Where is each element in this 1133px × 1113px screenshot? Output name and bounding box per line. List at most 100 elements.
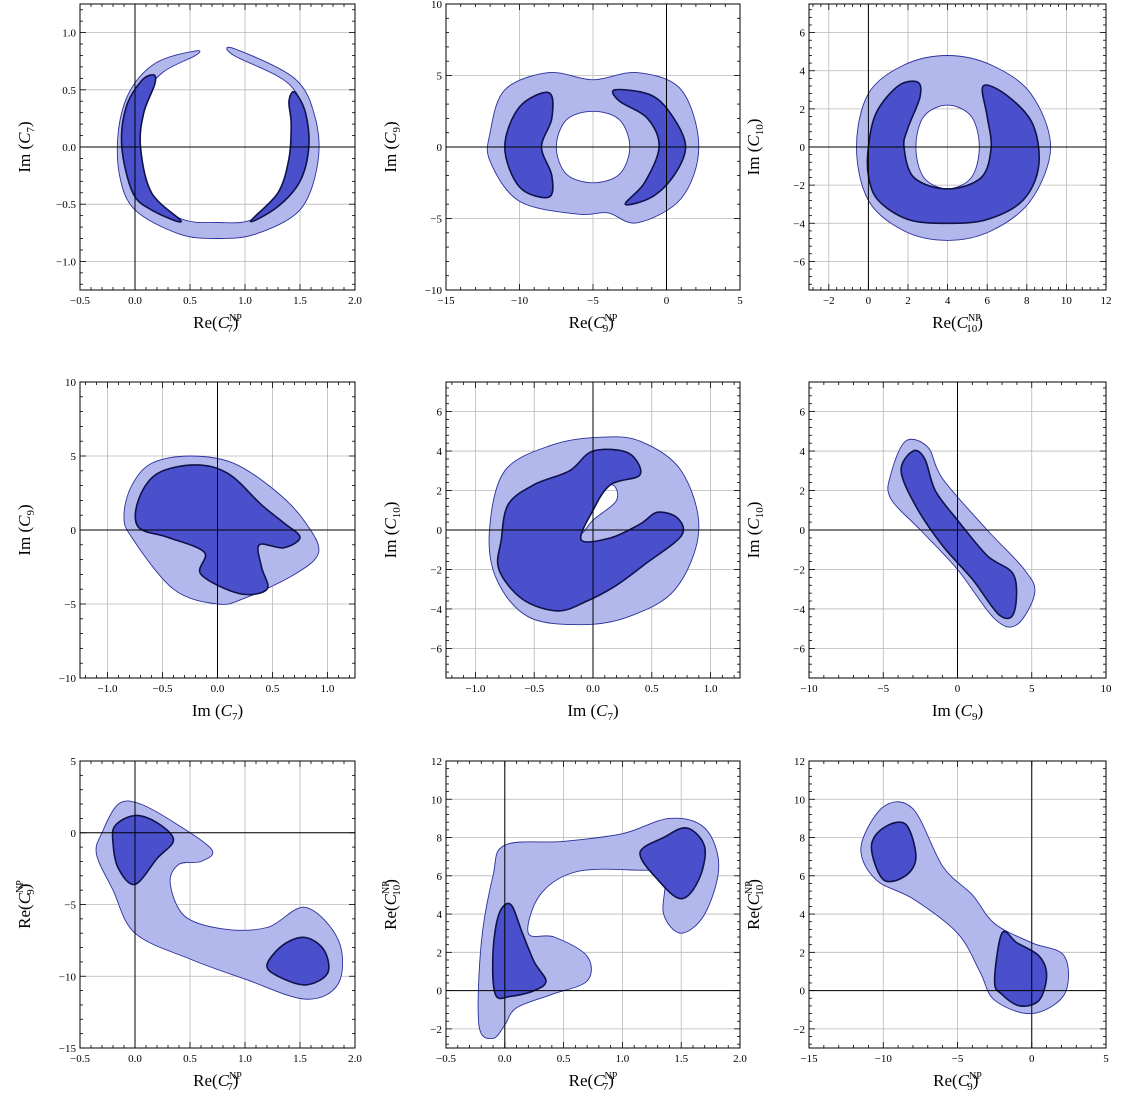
y-tick-label: −15	[59, 1043, 77, 1055]
x-tick-label: 0.0	[498, 1053, 512, 1065]
x-tick-label: −0.5	[70, 1053, 90, 1065]
tick-marks	[808, 382, 1107, 678]
y-tick-label: −2	[793, 564, 805, 576]
y-axis-title-sub: 9	[25, 889, 37, 895]
y-tick-label: 10	[431, 794, 443, 806]
y-tick-label: 2	[800, 104, 806, 116]
y-tick-label: −10	[59, 673, 77, 685]
x-tick-label: 0	[664, 295, 670, 307]
x-tick-label: 2	[905, 295, 911, 307]
x-axis-title-close: )	[237, 701, 243, 720]
x-tick-label: 1.0	[321, 683, 335, 695]
y-tick-label: −6	[793, 256, 805, 268]
x-axis-title: Re(CNP 7)	[193, 313, 242, 335]
y-axis-title-sup: NP	[15, 880, 26, 893]
regions	[116, 46, 320, 239]
x-tick-label: −0.5	[436, 1053, 456, 1065]
plot-frame	[445, 760, 741, 1049]
y-tick-label: 8	[800, 833, 806, 845]
y-axis-title-sub: 10	[391, 884, 403, 896]
tick-marks	[808, 760, 1107, 1048]
tick-marks	[79, 760, 356, 1049]
y-axis-title-close: )	[381, 502, 400, 508]
y-tick-label: −6	[793, 643, 805, 655]
y-tick-label: −2	[793, 180, 805, 192]
regions	[486, 72, 700, 224]
x-axis-title: Im (C9)	[932, 701, 983, 723]
inner-region-1	[491, 902, 547, 1000]
zero-axes	[446, 382, 740, 678]
x-axis-title-sub: 7	[603, 1081, 609, 1093]
y-tick-label: −2	[430, 564, 442, 576]
y-tick-label: −0.5	[56, 199, 76, 211]
y-axis-title-sub: 10	[754, 884, 766, 896]
x-axis-title-sub: 7	[227, 323, 233, 335]
y-tick-label: 4	[800, 66, 806, 78]
y-tick-label: 6	[800, 407, 806, 419]
x-tick-label: −0.5	[153, 683, 173, 695]
y-tick-label: 0	[437, 525, 443, 537]
tick-marks	[445, 760, 741, 1048]
x-axis-title-sub: 7	[232, 711, 238, 723]
x-tick-label: 0.5	[557, 1053, 571, 1065]
y-tick-label: −4	[793, 604, 805, 616]
y-axis-title: Im (C10)	[381, 502, 403, 559]
y-tick-label: 6	[800, 28, 806, 40]
y-tick-label: −10	[425, 285, 443, 297]
x-tick-label: 1.0	[238, 295, 252, 307]
x-axis-title-sub: 9	[603, 323, 609, 335]
y-tick-label: 2	[437, 947, 443, 959]
inner-region-2	[639, 826, 706, 900]
zero-axes	[446, 761, 740, 1048]
y-axis-title-c: C	[744, 518, 763, 530]
x-tick-label: 2.0	[348, 1053, 362, 1065]
tick-marks	[446, 382, 740, 678]
y-tick-label: −5	[64, 599, 76, 611]
y-tick-label: 4	[437, 909, 443, 921]
x-axis-title-sub: 10	[966, 323, 978, 335]
y-axis-title-close: )	[15, 884, 34, 890]
x-axis-title-base: Im (	[192, 701, 221, 720]
x-axis-title-base: Re(	[933, 1071, 958, 1090]
x-axis-title-close: )	[233, 1071, 239, 1090]
y-tick-label: −4	[793, 218, 805, 230]
y-tick-label: −2	[793, 1024, 805, 1036]
x-tick-label: −15	[437, 295, 455, 307]
x-tick-label: 0.5	[183, 295, 197, 307]
x-axis-title-c: C	[957, 313, 969, 332]
x-tick-label: 5	[737, 295, 743, 307]
x-tick-label: 12	[1101, 295, 1112, 307]
zero-axes	[80, 761, 355, 1048]
y-axis-title-close: )	[15, 121, 34, 127]
regions	[477, 817, 720, 1040]
zero-axes	[446, 4, 740, 290]
y-axis-title-sub: 10	[391, 507, 403, 519]
x-tick-label: 0.5	[266, 683, 280, 695]
y-tick-label: 5	[71, 451, 77, 463]
x-tick-label: 5	[1029, 683, 1035, 695]
x-tick-label: −5	[587, 295, 599, 307]
x-tick-label: −1.0	[465, 683, 485, 695]
x-tick-label: −10	[511, 295, 529, 307]
tick-marks	[79, 4, 356, 290]
x-tick-label: 1.5	[293, 1053, 307, 1065]
x-axis-title-base: Re(	[193, 1071, 218, 1090]
x-axis-title-sup: NP	[969, 1071, 982, 1082]
y-axis-title: Im (C9)	[381, 121, 403, 172]
y-tick-label: 4	[800, 446, 806, 458]
y-axis-title-sub: 9	[391, 127, 403, 133]
y-tick-label: −5	[64, 900, 76, 912]
x-tick-label: 0.0	[211, 683, 225, 695]
y-axis-title-base: Im (	[15, 527, 34, 556]
x-axis-title-base: Im (	[932, 701, 961, 720]
x-axis-title: Re(CNP 7)	[569, 1071, 618, 1093]
y-axis-title-c: C	[381, 893, 400, 905]
x-axis-title-base: Re(	[193, 313, 218, 332]
zero-axes	[809, 4, 1106, 290]
inner-region-1	[870, 821, 917, 883]
x-axis-title-base: Re(	[569, 313, 594, 332]
